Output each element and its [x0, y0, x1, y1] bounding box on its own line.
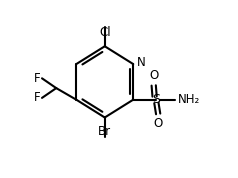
- Text: Br: Br: [98, 125, 111, 138]
- Text: Cl: Cl: [99, 26, 111, 39]
- Text: N: N: [137, 56, 146, 69]
- Text: S: S: [152, 93, 160, 106]
- Text: F: F: [34, 72, 40, 85]
- Text: O: O: [154, 117, 163, 130]
- Text: NH₂: NH₂: [178, 93, 200, 106]
- Text: O: O: [149, 69, 158, 82]
- Text: F: F: [34, 91, 40, 104]
